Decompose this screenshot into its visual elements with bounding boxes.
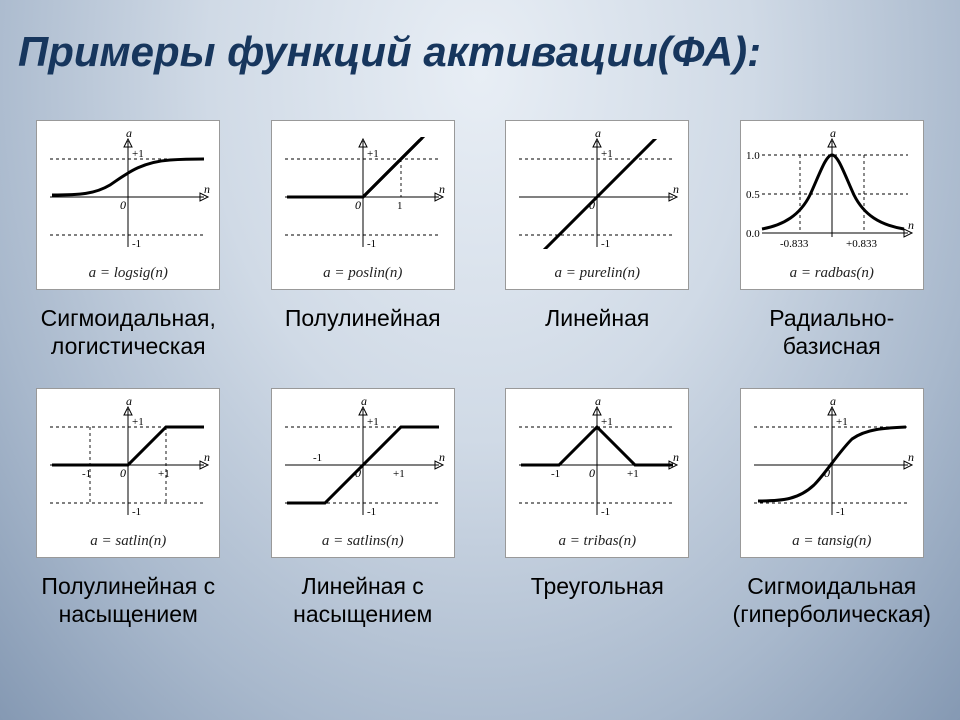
- svg-text:n: n: [673, 182, 679, 196]
- svg-text:1.0: 1.0: [746, 150, 760, 162]
- svg-text:+1: +1: [132, 148, 144, 160]
- cell-satlins: a n +1 -1 -1 +1 0 a = satlins(n) Линейна…: [251, 388, 476, 628]
- xlabel: n: [204, 182, 210, 196]
- svg-text:a: a: [595, 394, 601, 408]
- cell-radbas: a n 1.0 0.5 0.0 -0.833 +0.833 a = radbas…: [720, 120, 945, 360]
- svg-text:-1: -1: [367, 238, 376, 250]
- svg-text:+0.833: +0.833: [846, 238, 877, 250]
- svg-text:0: 0: [589, 466, 595, 480]
- cell-logsig: a n +1 -1 0 a = logsig(n) Сигмоидальная,…: [16, 120, 241, 360]
- svg-text:a: a: [595, 126, 601, 140]
- svg-text:+1: +1: [601, 148, 613, 160]
- svg-text:-1: -1: [551, 468, 560, 480]
- svg-text:-1: -1: [601, 506, 610, 518]
- svg-text:+1: +1: [393, 468, 405, 480]
- svg-text:a: a: [830, 394, 836, 408]
- svg-text:-1: -1: [367, 506, 376, 518]
- svg-text:1: 1: [397, 200, 403, 212]
- slide-title: Примеры функций активации(ФА):: [18, 28, 942, 76]
- svg-text:+1: +1: [367, 148, 379, 160]
- svg-text:+1: +1: [367, 416, 379, 428]
- cell-satlin: a n +1 -1 -1 +1 0 a = satlin(n) Полулине…: [16, 388, 241, 628]
- caption: Сигмоидальная, логистическая: [41, 304, 216, 360]
- cell-tansig: a n +1 -1 0 a = tansig(n) Сигмоидальная …: [720, 388, 945, 628]
- ylabel: a: [126, 126, 132, 140]
- svg-text:-1: -1: [313, 452, 322, 464]
- svg-text:+1: +1: [601, 416, 613, 428]
- svg-text:0: 0: [355, 198, 361, 212]
- cell-tribas: a n +1 -1 -1 +1 0 a = tribas(n) Треуголь…: [485, 388, 710, 628]
- svg-text:0.0: 0.0: [746, 228, 760, 240]
- svg-text:n: n: [439, 182, 445, 196]
- svg-text:+1: +1: [158, 468, 170, 480]
- cell-poslin: a n +1 -1 1 0 a = poslin(n) Полу: [251, 120, 476, 360]
- svg-text:+1: +1: [132, 416, 144, 428]
- cell-purelin: a n +1 -1 0 a = purelin(n) Линейная: [485, 120, 710, 360]
- svg-text:0.5: 0.5: [746, 189, 760, 201]
- formula: a = logsig(n): [89, 265, 168, 282]
- plot-poslin: a n +1 -1 1 0 a = poslin(n): [271, 120, 455, 290]
- svg-text:-1: -1: [836, 506, 845, 518]
- svg-text:-1: -1: [132, 238, 141, 250]
- svg-text:n: n: [439, 450, 445, 464]
- svg-text:0: 0: [120, 198, 126, 212]
- svg-text:+1: +1: [627, 468, 639, 480]
- svg-text:a: a: [830, 126, 836, 140]
- svg-text:n: n: [908, 450, 914, 464]
- chart-grid: a n +1 -1 0 a = logsig(n) Сигмоидальная,…: [16, 120, 944, 628]
- slide: Примеры функций активации(ФА): a n +1 -1…: [0, 0, 960, 720]
- svg-text:a: a: [361, 394, 367, 408]
- svg-text:n: n: [673, 450, 679, 464]
- svg-text:-1: -1: [132, 506, 141, 518]
- svg-text:0: 0: [120, 466, 126, 480]
- svg-text:n: n: [908, 218, 914, 232]
- svg-text:a: a: [126, 394, 132, 408]
- svg-text:-0.833: -0.833: [780, 238, 809, 250]
- svg-text:+1: +1: [836, 416, 848, 428]
- svg-text:n: n: [204, 450, 210, 464]
- plot-logsig: a n +1 -1 0 a = logsig(n): [36, 120, 220, 290]
- svg-text:-1: -1: [601, 238, 610, 250]
- svg-text:-1: -1: [82, 468, 91, 480]
